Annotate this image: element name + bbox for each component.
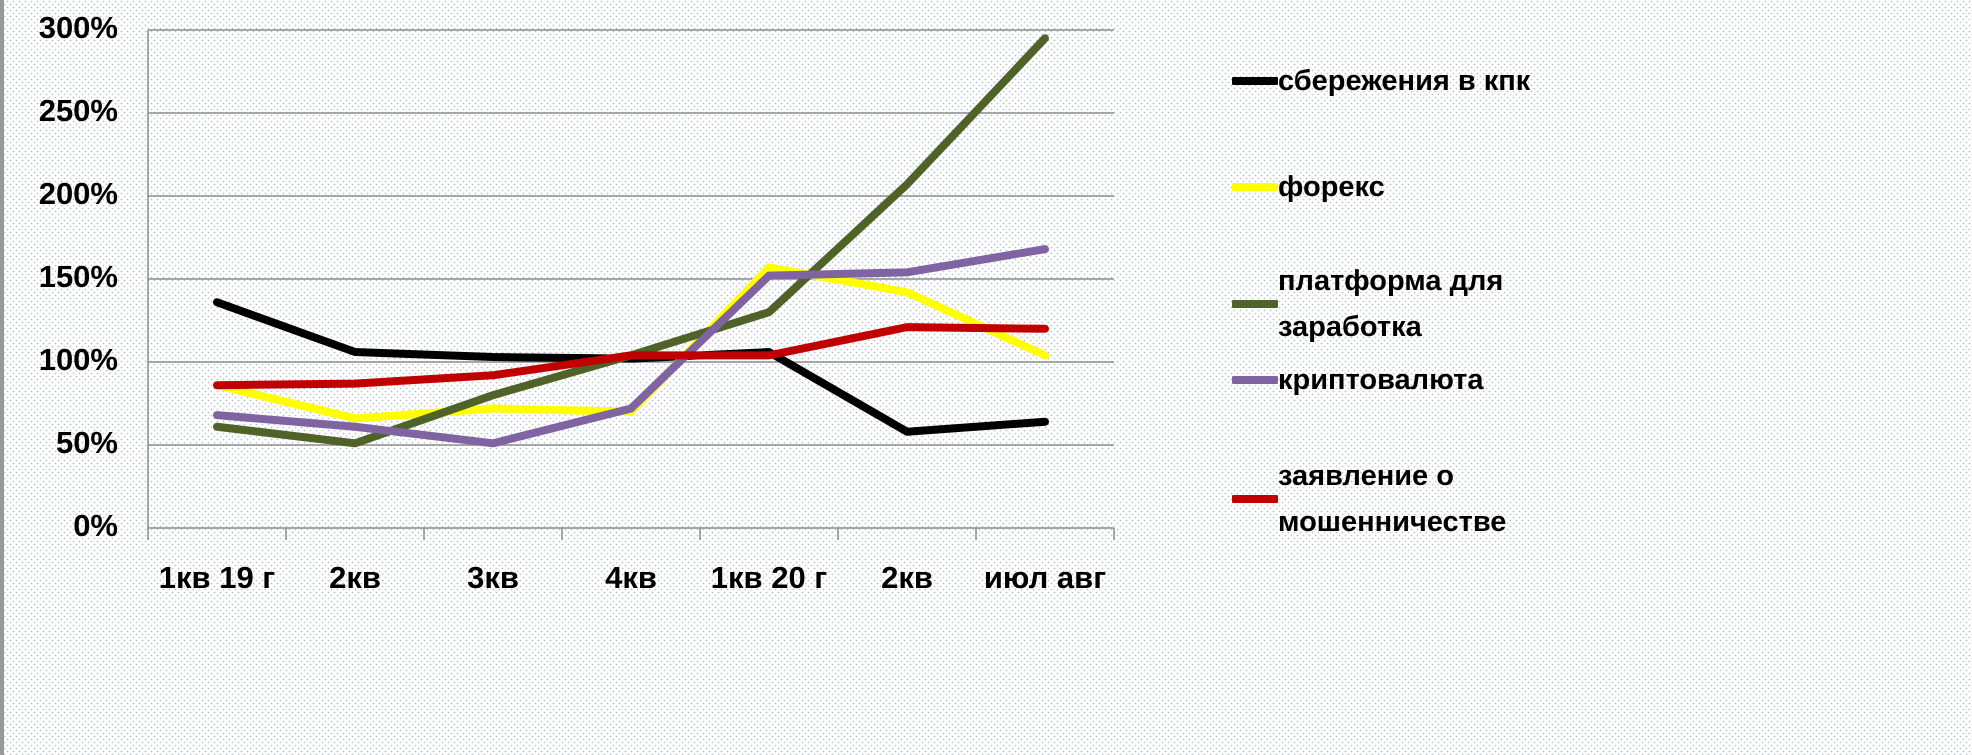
legend-label: сбережения в кпк — [1278, 65, 1531, 97]
y-tick-label: 100% — [39, 342, 118, 377]
legend-swatch — [1232, 77, 1278, 85]
y-tick-label: 250% — [39, 93, 118, 128]
legend-item: заявление о мошенничестве — [1232, 453, 1562, 545]
legend-swatch — [1232, 183, 1278, 191]
legend-swatch — [1232, 300, 1278, 308]
x-tick-label: 4кв — [605, 560, 657, 595]
legend-label: криптовалюта — [1278, 364, 1484, 396]
legend-swatch — [1232, 376, 1278, 384]
series-line — [213, 323, 1049, 390]
y-tick-label: 150% — [39, 259, 118, 294]
legend-label: платформа для заработка — [1278, 265, 1504, 343]
y-tick-label: 0% — [73, 508, 118, 543]
legend-label: форекс — [1278, 171, 1385, 203]
x-tick-label: июл авг — [984, 560, 1106, 595]
x-tick-label: 2кв — [329, 560, 381, 595]
legend-item: форекс — [1232, 164, 1562, 210]
legend-label: заявление о мошенничестве — [1278, 460, 1507, 538]
legend-swatch — [1232, 495, 1278, 503]
y-tick-label: 50% — [56, 425, 118, 460]
legend-item: сбережения в кпк — [1232, 58, 1562, 104]
x-tick-label: 3кв — [467, 560, 519, 595]
x-tick-label: 2кв — [881, 560, 933, 595]
x-tick-label: 1кв 19 г — [159, 560, 276, 595]
series-line — [213, 245, 1049, 448]
y-tick-label: 300% — [39, 10, 118, 45]
legend-item: платформа для заработка — [1232, 258, 1562, 350]
y-tick-label: 200% — [39, 176, 118, 211]
x-tick-label: 1кв 20 г — [711, 560, 828, 595]
legend-item: криптовалюта — [1232, 357, 1562, 403]
